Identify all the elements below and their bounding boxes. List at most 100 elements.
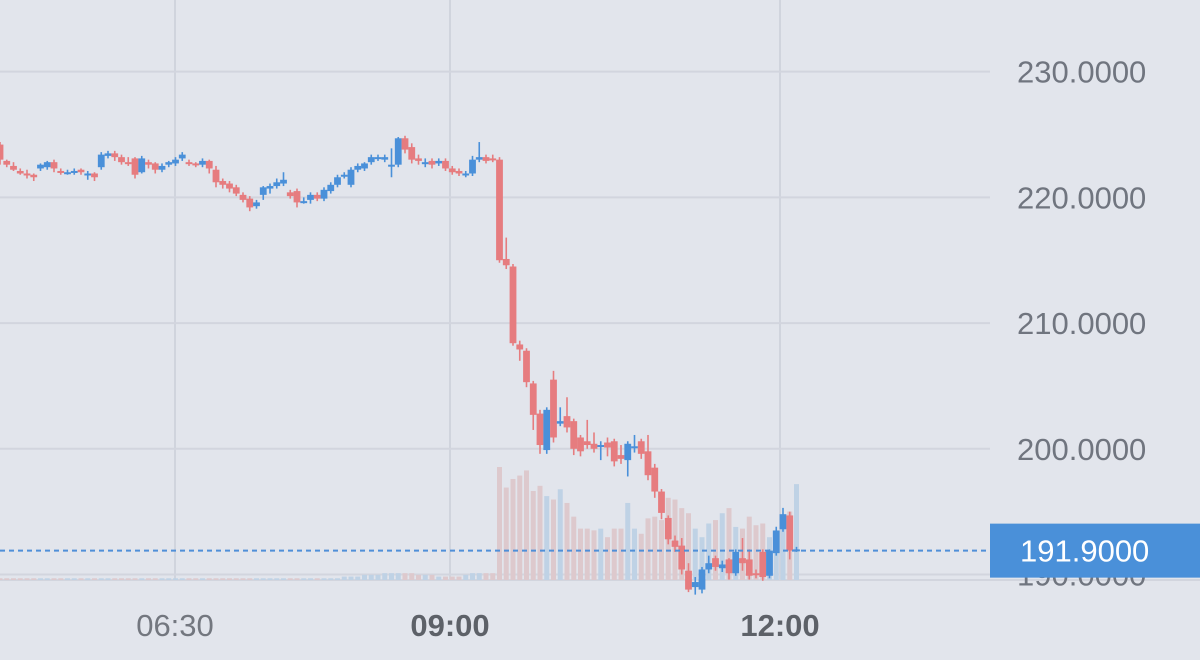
candle-body (246, 198, 254, 208)
candle-body (671, 540, 679, 547)
volume-bar (571, 516, 577, 580)
candle-body (172, 159, 179, 164)
candle (597, 441, 605, 461)
candle (415, 154, 422, 165)
candle (192, 162, 200, 168)
candle-body (259, 187, 267, 195)
volume-bar (348, 576, 354, 580)
candle-body (192, 163, 200, 166)
candle (577, 434, 584, 457)
candles (0, 135, 800, 595)
candle (678, 538, 686, 575)
candle (273, 178, 281, 189)
candle (57, 168, 65, 175)
candle (246, 196, 254, 212)
volume-bar (463, 574, 469, 580)
candle (759, 549, 767, 581)
candle-body (37, 164, 44, 169)
y-tick-label: 200.0000 (1017, 432, 1146, 467)
volume-bar (551, 499, 556, 580)
candle (556, 407, 564, 427)
candle-body (779, 514, 787, 530)
volume-bar (409, 573, 415, 580)
candle (550, 370, 557, 443)
volume-bar (274, 578, 280, 580)
candle-body (118, 157, 125, 163)
candle (637, 438, 645, 459)
candle-body (509, 266, 517, 344)
volume-bar (375, 574, 381, 580)
candle-body (286, 192, 294, 197)
candle (239, 192, 247, 203)
candle-body (516, 344, 524, 350)
candle-body (624, 443, 632, 461)
candle-body (124, 162, 132, 165)
candle-body (77, 169, 85, 173)
candle (401, 135, 409, 154)
volume-bar (605, 537, 610, 580)
volume-bar (470, 573, 475, 580)
volume-bar (166, 578, 172, 580)
candle (766, 549, 773, 579)
volume-bar (402, 573, 408, 580)
volume-bar (389, 573, 394, 580)
candle-body (739, 558, 746, 564)
candle-body (334, 177, 341, 185)
candle (536, 409, 544, 454)
volume-bar (706, 523, 712, 580)
volume-bar (119, 578, 124, 580)
candle (529, 380, 537, 430)
volume-bar (382, 573, 388, 580)
candle (16, 168, 24, 175)
candle (786, 511, 794, 560)
candle (455, 168, 463, 176)
candle (631, 434, 638, 453)
candle-body (691, 582, 699, 588)
candle-body (16, 170, 24, 174)
volume-bar (638, 533, 644, 580)
candle-body (536, 413, 544, 446)
candle-body (280, 179, 287, 184)
candle-body (563, 416, 571, 428)
candle (752, 569, 760, 579)
candle-body (91, 173, 98, 178)
candle-body (226, 183, 233, 189)
candle (732, 549, 740, 576)
candle (97, 152, 105, 170)
candle (394, 137, 402, 168)
candle (286, 189, 294, 199)
candle-body (408, 147, 416, 160)
y-tick-label: 220.0000 (1017, 180, 1146, 215)
candle-body (442, 160, 449, 169)
candle (718, 560, 726, 572)
candle-body (97, 154, 105, 168)
volume-bar (240, 578, 246, 580)
candle-body (482, 157, 490, 161)
volume-bar (483, 573, 489, 580)
candle (435, 158, 443, 166)
candle (725, 558, 733, 580)
volume-bar (105, 578, 111, 580)
candle (475, 142, 483, 163)
candle-body (361, 163, 368, 169)
candle-body (10, 165, 17, 170)
volume-bar (476, 573, 482, 580)
candle (300, 197, 308, 204)
volume-bar (139, 578, 145, 580)
candle (293, 188, 301, 208)
candle-body (556, 421, 564, 424)
candle-body (732, 551, 740, 574)
volume-bar (4, 578, 10, 580)
volume-bar (719, 513, 725, 580)
candle-body (3, 160, 11, 165)
candle-body (637, 441, 645, 454)
candle (37, 163, 44, 171)
candle (111, 150, 119, 161)
candle (185, 159, 193, 166)
candle-body (232, 187, 240, 194)
volume-bar (510, 478, 516, 580)
volume-bar (200, 578, 205, 580)
volume-bar (686, 513, 691, 580)
